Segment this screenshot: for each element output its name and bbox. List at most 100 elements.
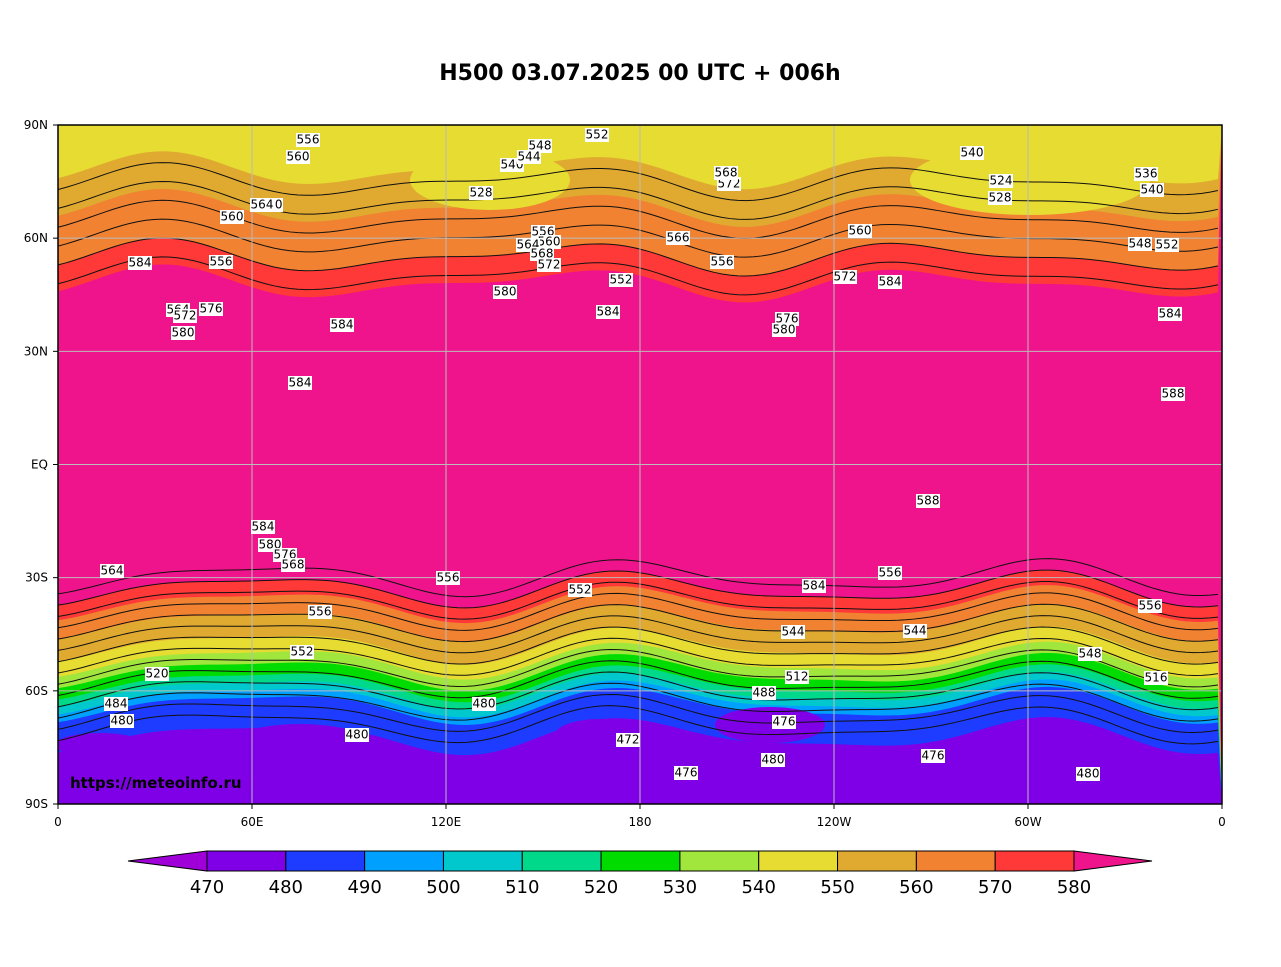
contour-label-bg xyxy=(100,564,124,578)
contour-label: 576 xyxy=(776,312,799,326)
contour-label: 548 xyxy=(529,139,552,153)
contour-label-bg xyxy=(296,133,320,147)
contour-label-bg xyxy=(288,376,312,390)
contour-label: 528 xyxy=(470,186,493,200)
contour-label-bg xyxy=(1144,671,1168,685)
colorbar-bin xyxy=(285,850,366,872)
contour-label-bg xyxy=(752,686,776,700)
contour-label-bg xyxy=(436,571,460,585)
contour-label: 568 xyxy=(715,166,738,180)
colorbar-label: 540 xyxy=(742,877,776,898)
contour-label: 560 xyxy=(287,150,310,164)
contour-label-bg xyxy=(717,177,741,191)
colorbar-label: 580 xyxy=(1057,877,1091,898)
contour-label: 566 xyxy=(667,231,690,245)
contour-label-bg xyxy=(104,697,128,711)
contour-label: 584 xyxy=(1159,307,1182,321)
colorbar-bin xyxy=(600,850,681,872)
contour-label-bg xyxy=(596,305,620,319)
contour-label-bg xyxy=(772,715,796,729)
contour-label: 512 xyxy=(786,670,809,684)
contour-label: 484 xyxy=(105,697,128,711)
colorbar-bin xyxy=(206,850,287,872)
lon-label: 120W xyxy=(817,815,852,829)
colorbar-label: 560 xyxy=(899,877,933,898)
contour-label: 476 xyxy=(773,715,796,729)
contour-label: 476 xyxy=(675,766,698,780)
contour-line xyxy=(58,671,1219,711)
contour-label: 540 xyxy=(1141,183,1164,197)
contour-line xyxy=(58,649,1219,688)
contour-label-bg xyxy=(878,566,902,580)
colorbar-high-arrow xyxy=(1073,850,1153,872)
contour-label: 576 xyxy=(200,302,223,316)
colorbar-label: 480 xyxy=(269,877,303,898)
contour-label: 564 xyxy=(251,198,274,212)
contour-label: 552 xyxy=(569,583,592,597)
contour-label: 560 xyxy=(221,210,244,224)
contour-label-bg xyxy=(345,728,369,742)
contour-label-bg xyxy=(568,583,592,597)
contour-label: 476 xyxy=(922,749,945,763)
contour-label-bg xyxy=(989,174,1013,188)
contour-label: 584 xyxy=(252,520,275,534)
contour-line xyxy=(58,569,1219,609)
contour-label: 480 xyxy=(473,697,496,711)
contour-label: 536 xyxy=(1135,167,1158,181)
contour-line xyxy=(58,637,1219,676)
colorbar-bin xyxy=(758,850,839,872)
contour-label-bg xyxy=(761,753,785,767)
low-center xyxy=(910,145,1150,215)
contour-label-bg xyxy=(493,285,517,299)
contour-label: 548 xyxy=(1129,237,1152,251)
colorbar-bin xyxy=(521,850,602,872)
contour-label-bg xyxy=(1076,767,1100,781)
contour-line xyxy=(58,199,1219,239)
contour-label-bg xyxy=(171,326,195,340)
lon-label: 60E xyxy=(241,815,264,829)
contour-line xyxy=(58,237,1219,277)
contour-label-bg xyxy=(916,494,940,508)
overlay: 90N 60N 30N EQ 30S 60S 90S 0 60E 120E 180 120W 60W 0 5… xyxy=(24,118,1226,829)
contour-line xyxy=(58,558,1219,598)
colorbar-bin xyxy=(364,850,444,872)
contour-label-bg xyxy=(988,191,1012,205)
colorbar-label: 500 xyxy=(426,877,460,898)
contour-label-bg xyxy=(1128,237,1152,251)
contour-label-bg xyxy=(616,733,640,747)
contour-label: 572 xyxy=(174,309,197,323)
contour-label-bg xyxy=(710,255,734,269)
contour-label: 552 xyxy=(291,645,314,659)
lat-label: EQ xyxy=(31,458,48,472)
contour-label: 580 xyxy=(773,323,796,337)
contour-label-bg xyxy=(772,323,796,337)
contour-label: 584 xyxy=(331,318,354,332)
contour-line xyxy=(58,162,1219,202)
contour-label-bg xyxy=(1140,183,1164,197)
contour-label: 552 xyxy=(1156,238,1179,252)
colorbar-bin xyxy=(442,850,523,872)
lat-label: 30S xyxy=(25,571,48,585)
contour-label: 580 xyxy=(172,326,195,340)
contour-label-bg xyxy=(286,150,310,164)
contour-label-bg xyxy=(469,186,493,200)
contour-label: 584 xyxy=(129,256,152,270)
lon-label: 0 xyxy=(1218,815,1226,829)
contour-label-bg xyxy=(1138,599,1162,613)
contour-label: 556 xyxy=(210,255,233,269)
contour-line xyxy=(58,660,1219,699)
contour-label-bg xyxy=(220,210,244,224)
contour-label: 584 xyxy=(597,305,620,319)
contour-label: 552 xyxy=(610,273,633,287)
contour-label-bg xyxy=(1161,387,1185,401)
lon-label: 180 xyxy=(629,815,652,829)
contour-label: 584 xyxy=(289,376,312,390)
contour-label: 556 xyxy=(711,255,734,269)
watermark: https://meteoinfo.ru xyxy=(70,774,242,792)
contour-label: 568 xyxy=(531,247,554,261)
contour-label-bg xyxy=(281,558,305,572)
contour-label: 556 xyxy=(297,133,320,147)
contour-label-bg xyxy=(128,256,152,270)
contour-label: 588 xyxy=(917,494,940,508)
